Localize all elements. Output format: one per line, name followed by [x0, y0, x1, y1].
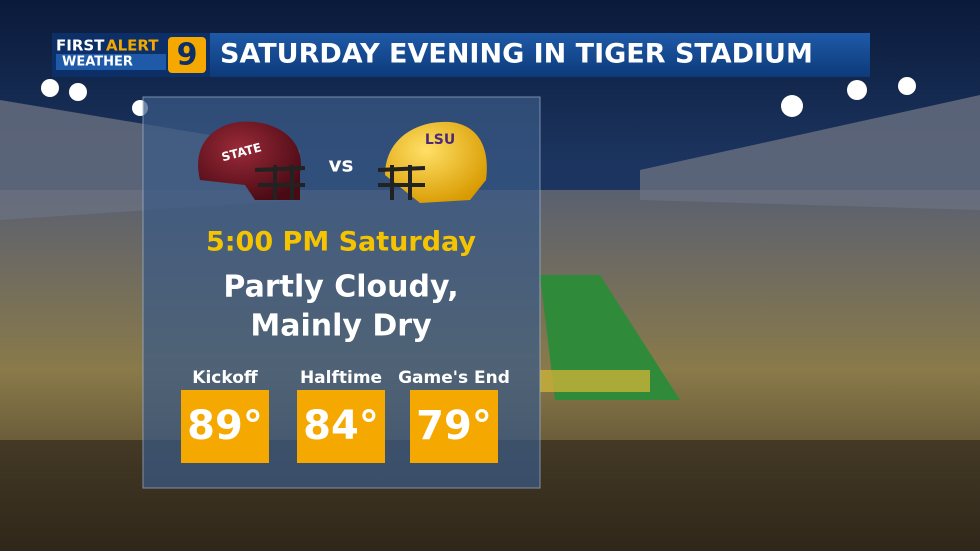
- helmet-logo-text: LSU: [425, 132, 455, 148]
- light: [847, 80, 867, 100]
- vs: vs: [329, 153, 354, 177]
- temperature-box: [181, 390, 269, 463]
- upper-deck-right: [640, 95, 980, 210]
- forecast-conditions: Mainly Dry: [250, 309, 432, 344]
- header-title: SATURDAY EVENING IN TIGER STADIUM: [220, 39, 813, 70]
- away-helmet: STATE: [198, 121, 306, 200]
- temperature-row: Kickoff 89° Halftime 84° Game's End 79°: [181, 368, 510, 463]
- end-zone: [540, 370, 650, 392]
- temperature-value: 89°: [187, 403, 263, 449]
- light: [41, 79, 59, 97]
- channel-number: 9: [177, 38, 198, 73]
- temperature-value: 79°: [416, 403, 492, 449]
- forecast-time: 5:00 PM Saturday: [206, 227, 476, 258]
- light: [781, 95, 803, 117]
- forecast-conditions: Partly Cloudy,: [223, 270, 458, 305]
- field: [540, 275, 680, 400]
- temperature-box: [410, 390, 498, 463]
- logo-first: FIRST: [56, 37, 105, 55]
- temperature-label: Halftime: [300, 368, 382, 388]
- logo-alert: ALERT: [106, 37, 159, 55]
- light: [898, 77, 916, 95]
- light: [69, 83, 87, 101]
- home-helmet: LSU: [377, 121, 487, 203]
- temperature-value: 84°: [303, 403, 379, 449]
- channel-box: [168, 37, 206, 73]
- temperature-box: [297, 390, 385, 463]
- temperature-label: Game's End: [398, 368, 510, 388]
- temperature-label: Kickoff: [192, 368, 258, 388]
- logo-weather-box: [56, 54, 166, 70]
- logo-weather: WEATHER: [62, 55, 133, 70]
